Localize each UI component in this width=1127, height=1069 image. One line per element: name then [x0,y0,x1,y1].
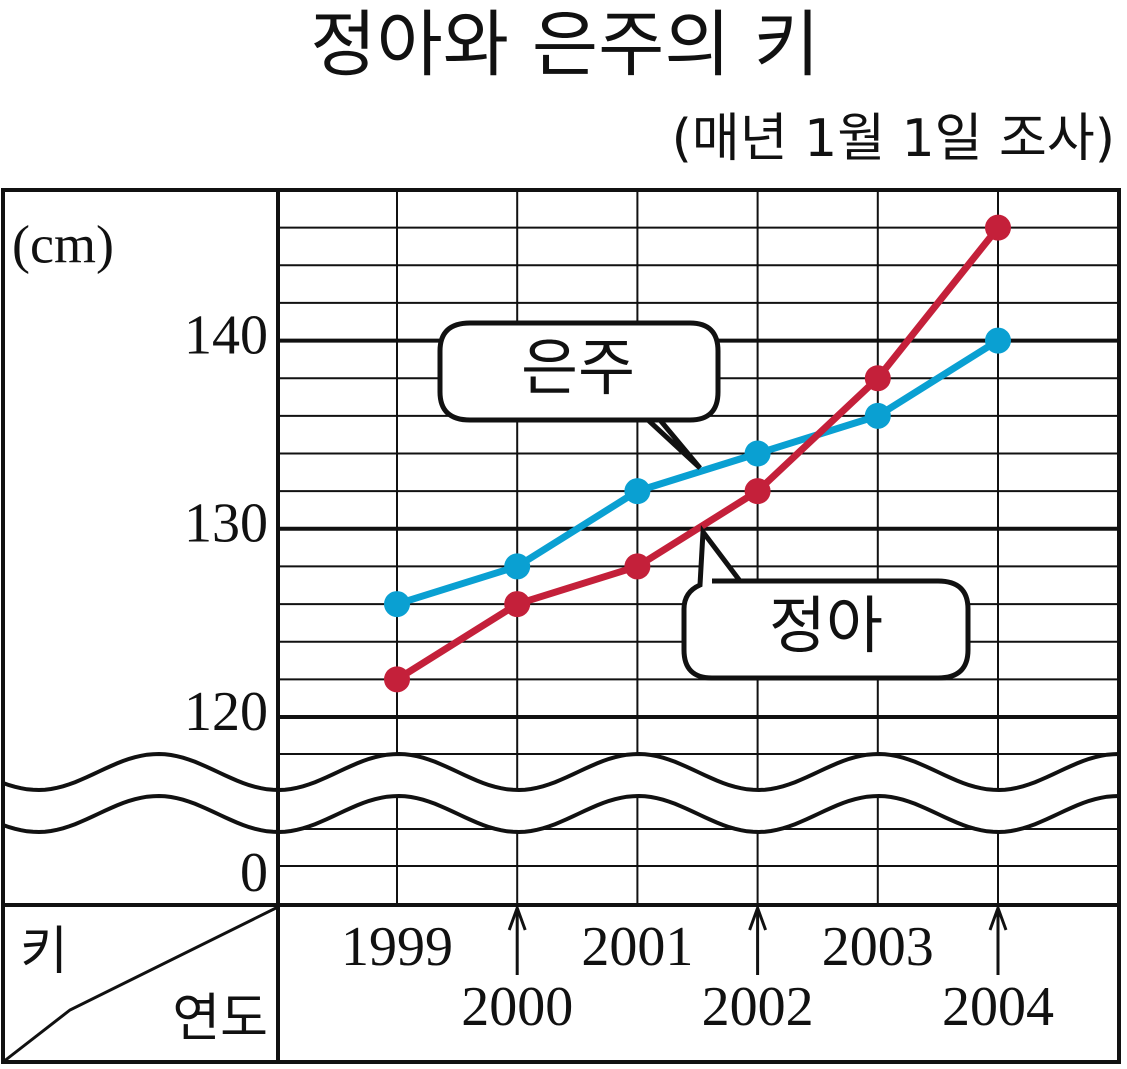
break-edge [2,793,1120,835]
data-point [504,553,531,580]
series-line [395,225,1001,683]
plot [384,214,1011,693]
data-point [624,553,651,580]
frame [1,188,1121,1064]
chart-subtitle: (매년 1월 1일 조사) [672,109,1115,169]
label-arrow-head [988,903,1008,931]
data-point [384,591,410,618]
data-point [864,402,891,429]
callout-bubble [681,525,971,681]
data-point [744,440,771,467]
data-point [744,478,771,505]
data-point [985,214,1011,241]
x-tick-label: 2000 [461,976,573,1038]
corner-x-label: 연도 [172,989,268,1049]
callout: 은주 [437,320,721,470]
break-band [3,754,1119,832]
series-line [395,337,1000,608]
y-tick-label: 0 [240,842,268,904]
label-arrow-head [507,903,527,931]
y-tick-label: 130 [184,493,268,555]
legend-label: 정아 [769,589,883,662]
x-tick-label: 2002 [702,976,814,1038]
data-point [624,478,651,505]
x-tick-label: 2001 [581,916,693,978]
callout: 정아 [681,525,971,681]
label-arrow-head [748,903,768,931]
break-edge [2,751,1120,793]
legend-label: 은주 [521,331,635,404]
data-point [504,591,531,618]
x-tick-label: 2003 [822,916,934,978]
x-tick-label: 2004 [942,976,1054,1038]
y-tick-label: 140 [184,304,268,366]
data-point [985,327,1011,354]
x-tick-label: 1999 [341,916,453,978]
chart-title: 정아와 은주의 키 [310,3,819,87]
y-tick-label: 120 [184,681,268,743]
corner-y-label: 키 [20,922,68,982]
axis-break [2,751,1120,835]
data-point [384,666,410,693]
callout-bubble [437,320,721,470]
corner-diagonal [2,905,279,1064]
y-axis-label: (cm) [12,214,114,274]
data-point [864,365,891,392]
